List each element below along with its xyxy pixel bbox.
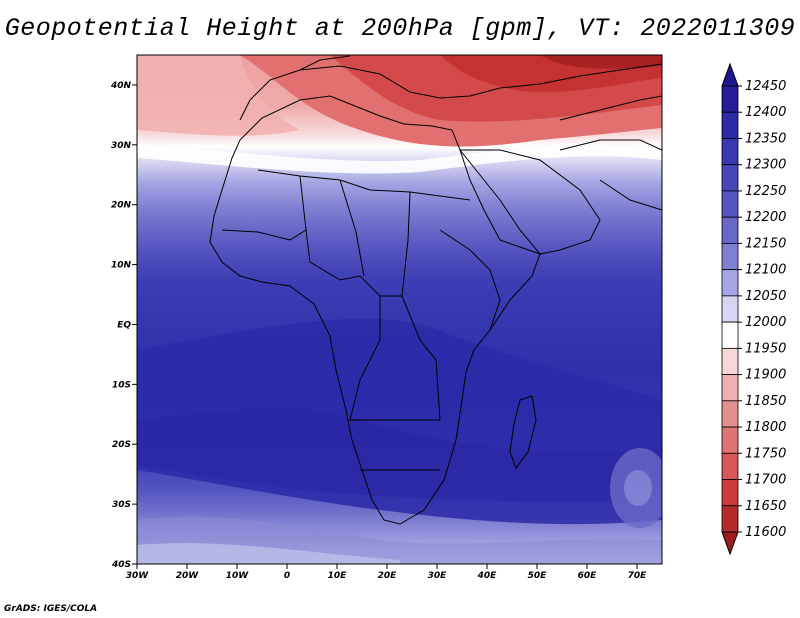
colorbar-segment	[721, 374, 739, 402]
height-field	[137, 55, 662, 564]
map-title: Geopotential Height at 200hPa [gpm], VT:…	[4, 14, 796, 43]
colorbar-segment	[721, 295, 739, 323]
colorbar-segment	[721, 164, 739, 192]
lon-label: 50E	[528, 571, 548, 581]
lon-label: 70E	[628, 571, 648, 581]
colorbar-segment	[721, 216, 739, 244]
colorbar-segment	[721, 347, 739, 375]
lat-label: 40S	[111, 560, 131, 570]
lon-label: 30E	[428, 571, 448, 581]
lat-label: 40N	[110, 81, 132, 91]
colorbar-segment	[721, 452, 739, 480]
colorbar-label: 12100	[745, 263, 786, 278]
colorbar-label: 11750	[745, 446, 786, 461]
lon-label: 30W	[126, 571, 150, 581]
colorbar-label: 11850	[745, 394, 786, 409]
colorbar-segment	[721, 400, 739, 428]
colorbar-segment	[721, 426, 739, 454]
colorbar-label: 11650	[745, 499, 786, 514]
lat-label: 30N	[111, 141, 132, 151]
colorbar-label: 12250	[745, 184, 786, 199]
lon-label: 20W	[176, 571, 200, 581]
colorbar-segment	[721, 111, 739, 139]
colorbar-label: 12050	[745, 289, 786, 304]
longitude-axis: 30W 20W 10W 0 10E 20E 30E 40E 50E 60E 70E	[126, 564, 647, 581]
colorbar-label: 11800	[745, 420, 786, 435]
colorbar-segment	[721, 190, 739, 218]
footer-credit: GrADS: IGES/COLA	[4, 604, 98, 614]
lon-label: 40E	[477, 571, 498, 581]
lon-label: 10W	[226, 571, 250, 581]
colorbar-label: 12450	[745, 79, 786, 94]
colorbar-label: 11900	[745, 368, 786, 383]
colorbar-label: 12400	[745, 105, 786, 120]
colorbar-segment	[721, 138, 739, 166]
colorbar-label: 12200	[745, 210, 786, 225]
lat-label: 30S	[112, 500, 131, 510]
colorbar-label: 11600	[745, 525, 786, 540]
colorbar-label: 12150	[745, 236, 786, 251]
colorbar-segment	[721, 269, 739, 297]
lon-label: 0	[284, 571, 290, 581]
lat-label: 10S	[112, 380, 131, 390]
colorbar-segment	[721, 479, 739, 507]
colorbar-segment	[721, 321, 739, 349]
coastlines	[209, 55, 662, 525]
colorbar-segment	[721, 243, 739, 271]
colorbar-label: 12000	[745, 315, 786, 330]
lat-label: 10N	[111, 261, 132, 271]
colorbar-segment	[721, 85, 739, 113]
lon-label: 60E	[578, 571, 598, 581]
colorbar: 12450 12400 12350 12300 12250 12200 12150 12100…	[721, 62, 786, 556]
lon-label: 20E	[378, 571, 398, 581]
colorbar-label: 11950	[745, 341, 786, 356]
colorbar-label: 12350	[745, 131, 786, 146]
colorbar-label: 11700	[745, 473, 786, 488]
latitude-axis: 40N 30N 20N 10N EQ 10S 20S 30S 40S	[110, 81, 137, 570]
lat-label: EQ	[117, 320, 131, 330]
lat-label: 20S	[112, 440, 131, 450]
colorbar-label: 12300	[745, 158, 786, 173]
colorbar-top-arrow	[721, 62, 739, 87]
lat-label: 20N	[111, 201, 132, 211]
lon-label: 10E	[328, 571, 348, 581]
colorbar-segment	[721, 505, 739, 533]
colorbar-bottom-arrow	[721, 531, 739, 556]
map-frame	[136, 54, 663, 565]
